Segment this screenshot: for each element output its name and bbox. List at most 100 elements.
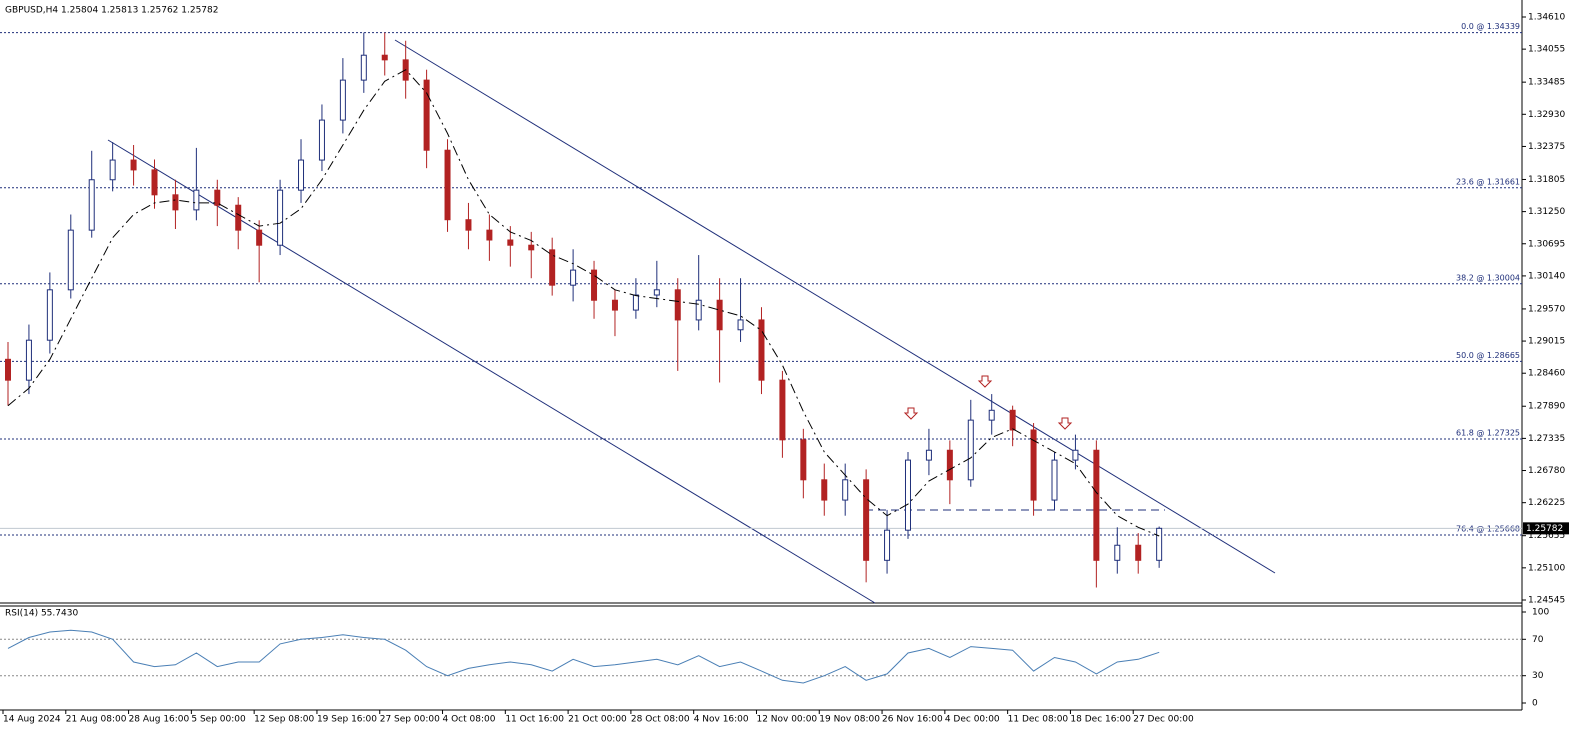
moving-average xyxy=(7,69,1160,537)
rsi-title: RSI(14) 55.7430 xyxy=(5,609,78,619)
y-tick-label: 100 xyxy=(1532,608,1549,618)
candle-body xyxy=(821,479,828,501)
y-tick-label: 1.34055 xyxy=(1528,45,1565,55)
x-tick-label: 12 Nov 00:00 xyxy=(756,715,817,725)
x-tick-label: 4 Nov 16:00 xyxy=(694,715,749,725)
y-tick-label: 1.32930 xyxy=(1528,110,1565,120)
y-tick-label: 1.25655 xyxy=(1528,531,1565,541)
candle-body xyxy=(46,289,53,341)
y-tick-label: 1.29570 xyxy=(1528,304,1565,314)
candle-body xyxy=(716,299,723,331)
x-tick-label: 14 Aug 2024 xyxy=(3,715,61,725)
candle-body xyxy=(256,229,263,246)
y-tick-label: 1.25100 xyxy=(1528,563,1565,573)
candle-body xyxy=(360,54,367,81)
x-tick-label: 28 Oct 08:00 xyxy=(631,715,690,725)
candle-body xyxy=(423,79,430,151)
y-tick-label: 1.34610 xyxy=(1528,12,1565,22)
y-tick-label: 1.30695 xyxy=(1528,239,1565,249)
y-tick-label: 1.33485 xyxy=(1528,78,1565,88)
trend-line xyxy=(394,39,1276,574)
candle-body xyxy=(1135,544,1142,561)
candle-body xyxy=(1072,449,1079,461)
x-tick-label: 4 Oct 08:00 xyxy=(443,715,496,725)
y-tick-label: 1.26780 xyxy=(1528,466,1565,476)
candle-body xyxy=(653,289,660,296)
fib-label: 23.6 @ 1.31661 xyxy=(1456,177,1520,186)
candle-body xyxy=(5,358,11,381)
candle-body xyxy=(109,159,116,181)
candle-body xyxy=(695,299,702,321)
candle-body xyxy=(339,79,346,121)
candle-body xyxy=(570,269,577,286)
candle-body xyxy=(214,189,221,206)
y-tick-label: 1.26225 xyxy=(1528,498,1565,508)
x-tick-label: 4 Dec 00:00 xyxy=(945,715,1000,725)
candle-body xyxy=(988,409,995,421)
y-tick-label: 1.27335 xyxy=(1528,434,1565,444)
rsi-line xyxy=(7,629,1160,684)
last-price-box xyxy=(1523,522,1569,535)
candle-body xyxy=(277,189,284,246)
candle-body xyxy=(632,294,639,311)
candle-body xyxy=(779,379,786,441)
x-tick-label: 27 Sep 00:00 xyxy=(380,715,440,725)
candle-body xyxy=(591,269,598,301)
candle-body xyxy=(967,419,974,481)
arrow xyxy=(977,375,993,388)
x-tick-label: 21 Oct 00:00 xyxy=(568,715,627,725)
candle-body xyxy=(151,169,158,196)
candle-body xyxy=(67,229,74,291)
candle-body xyxy=(946,449,953,481)
y-tick-label: 1.29015 xyxy=(1528,337,1565,347)
candle-body xyxy=(842,479,849,501)
x-tick-label: 19 Nov 08:00 xyxy=(819,715,880,725)
x-tick-label: 18 Dec 16:00 xyxy=(1070,715,1131,725)
x-tick-label: 26 Nov 16:00 xyxy=(882,715,943,725)
y-tick-label: 1.30140 xyxy=(1528,271,1565,281)
candle-body xyxy=(863,479,870,561)
y-tick-label: 1.31250 xyxy=(1528,207,1565,217)
fib-label: 50.0 @ 1.28665 xyxy=(1456,351,1520,360)
y-tick-label: 30 xyxy=(1532,671,1544,681)
candle-body xyxy=(130,159,137,171)
x-tick-label: 28 Aug 16:00 xyxy=(129,715,190,725)
candle-body xyxy=(674,289,681,321)
last-price-label: 1.25782 xyxy=(1526,524,1563,534)
candle-body xyxy=(884,529,891,561)
chart-header: GBPUSD,H4 1.25804 1.25813 1.25762 1.2578… xyxy=(5,6,218,16)
x-tick-label: 21 Aug 08:00 xyxy=(66,715,127,725)
candle-body xyxy=(444,149,451,221)
fib-label: 76.4 @ 1.25668 xyxy=(1456,524,1520,533)
x-tick-label: 12 Sep 08:00 xyxy=(254,715,314,725)
fib-label: 0.0 @ 1.34339 xyxy=(1461,22,1520,31)
y-tick-label: 1.24545 xyxy=(1528,595,1565,605)
candle-body xyxy=(925,449,932,461)
candle-body xyxy=(1156,527,1163,561)
y-tick-label: 0 xyxy=(1532,699,1538,709)
candle-body xyxy=(800,439,807,481)
x-tick-label: 11 Oct 16:00 xyxy=(505,715,564,725)
y-tick-label: 1.27890 xyxy=(1528,402,1565,412)
candle-body xyxy=(486,229,493,241)
candle-body xyxy=(611,299,618,311)
candle-body xyxy=(318,119,325,161)
x-tick-label: 19 Sep 16:00 xyxy=(317,715,377,725)
candle-body xyxy=(465,219,472,231)
arrow xyxy=(903,407,919,420)
y-tick-label: 1.31805 xyxy=(1528,175,1565,185)
y-tick-label: 70 xyxy=(1532,635,1544,645)
candle-body xyxy=(737,319,744,331)
candle-body xyxy=(88,179,95,231)
candle-body xyxy=(904,459,911,531)
candle-body xyxy=(25,339,32,381)
candle-body xyxy=(1009,409,1016,431)
candle-body xyxy=(1030,429,1037,501)
x-tick-label: 11 Dec 08:00 xyxy=(1008,715,1069,725)
candle-body xyxy=(235,204,242,231)
candle-body xyxy=(1093,449,1100,561)
y-tick-label: 1.28460 xyxy=(1528,369,1565,379)
candle-body xyxy=(549,249,556,286)
